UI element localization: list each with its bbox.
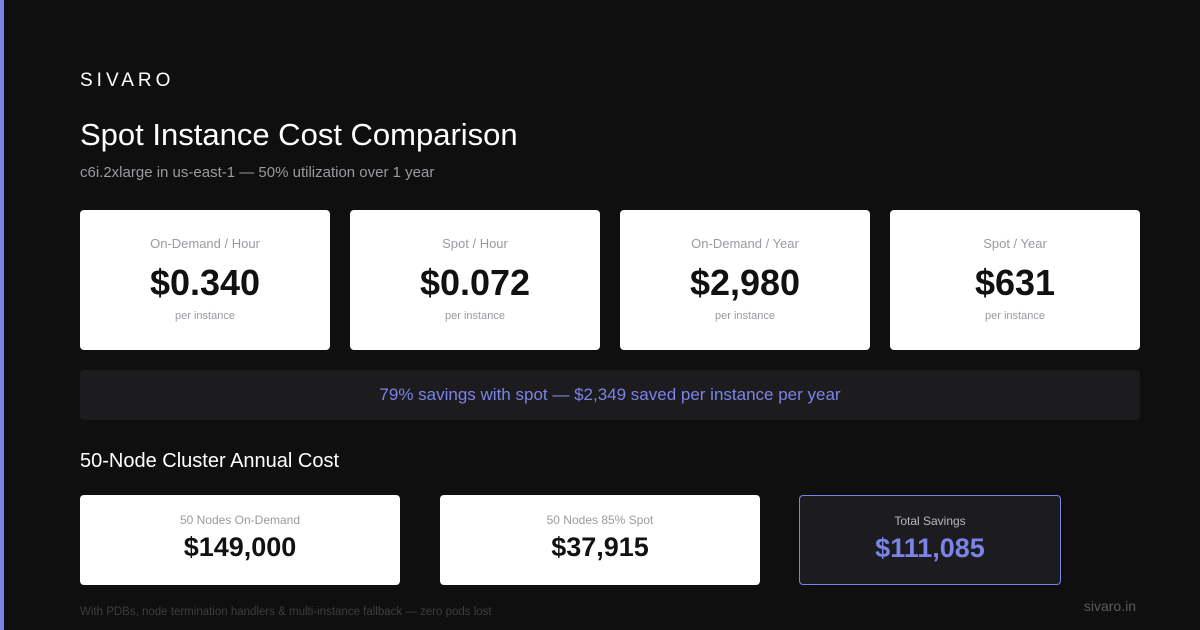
total-savings-card: Total Savings $111,085 <box>799 495 1061 585</box>
footer-site-link: sivaro.in <box>1083 598 1136 614</box>
card-label: Total Savings <box>894 514 966 528</box>
card-sublabel: per instance <box>715 310 775 322</box>
cluster-spot-card: 50 Nodes 85% Spot $37,915 <box>440 495 760 585</box>
card-value: $2,980 <box>689 262 801 303</box>
card-sublabel: per instance <box>985 310 1045 322</box>
card-value: $149,000 <box>183 532 297 562</box>
savings-banner: 79% savings with spot — $2,349 saved per… <box>80 370 1140 420</box>
accent-bar <box>0 0 4 630</box>
card-value: $631 <box>974 262 1056 303</box>
card-value: $0.340 <box>149 262 261 303</box>
cluster-section-title: 50-Node Cluster Annual Cost <box>80 450 340 472</box>
card-label: On-Demand / Hour <box>150 236 260 251</box>
page-title: Spot Instance Cost Comparison <box>80 117 518 152</box>
card-label: Spot / Hour <box>442 236 508 251</box>
card-value: $111,085 <box>875 533 985 563</box>
spot-year-card: Spot / Year $631 per instance <box>890 210 1140 350</box>
card-value: $37,915 <box>551 532 649 562</box>
card-sublabel: per instance <box>175 310 235 322</box>
page-subtitle: c6i.2xlarge in us-east-1 — 50% utilizati… <box>80 164 435 181</box>
card-value: $0.072 <box>419 262 531 303</box>
on-demand-year-card: On-Demand / Year $2,980 per instance <box>620 210 870 350</box>
brand-logo: SIVARO <box>80 70 175 91</box>
card-label: 50 Nodes On-Demand <box>179 513 301 527</box>
cluster-on-demand-card: 50 Nodes On-Demand $149,000 <box>80 495 400 585</box>
footer-note: With PDBs, node termination handlers & m… <box>80 606 492 618</box>
card-sublabel: per instance <box>445 310 505 322</box>
on-demand-hour-card: On-Demand / Hour $0.340 per instance <box>80 210 330 350</box>
card-label: 50 Nodes 85% Spot <box>546 513 654 527</box>
card-label: On-Demand / Year <box>691 236 799 251</box>
card-label: Spot / Year <box>983 236 1047 251</box>
spot-hour-card: Spot / Hour $0.072 per instance <box>350 210 600 350</box>
